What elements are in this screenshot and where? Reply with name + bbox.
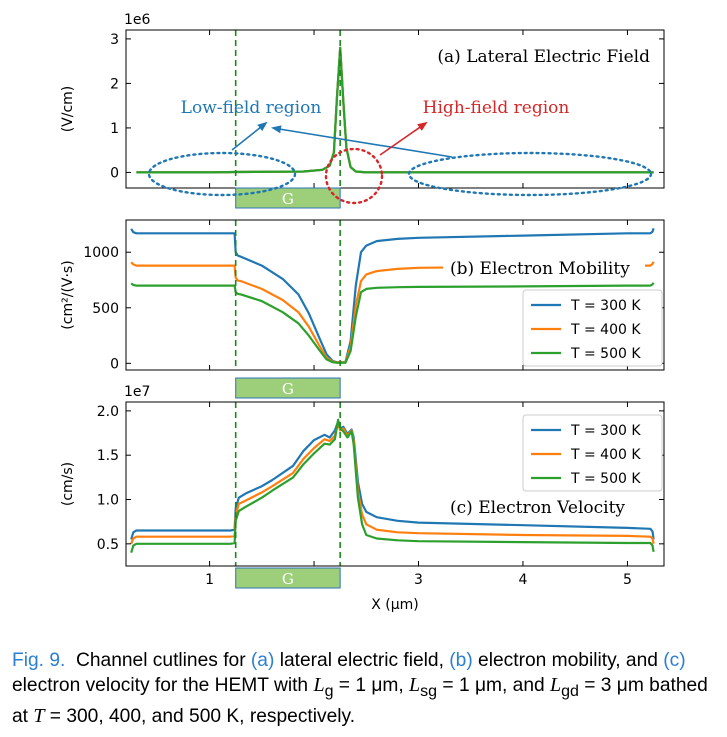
- y-tick-label: 0: [110, 356, 119, 372]
- y-tick-label: 500: [92, 301, 119, 317]
- legend-label: T = 500 K: [570, 471, 641, 487]
- series-group: [130, 418, 655, 554]
- annotation-arrow: [231, 121, 268, 151]
- legend-frame: [522, 289, 663, 367]
- panel-c: 0.51.01.52.012345X (μm)1e7(cm/s)G: [60, 384, 665, 613]
- y-axis-label: (cm²/(V·s): [60, 260, 76, 329]
- low-field-ellipse-left: [147, 151, 297, 197]
- legend-label: T = 400 K: [570, 447, 641, 463]
- caption-lg-var: L: [313, 674, 325, 696]
- x-tick-label: 5: [623, 572, 632, 588]
- caption-ref-c[interactable]: (c): [663, 650, 686, 671]
- figure-caption: Fig. 9. Channel cutlines for (a) lateral…: [12, 650, 708, 727]
- series-line-500k: [130, 418, 655, 554]
- legend-label: T = 500 K: [570, 346, 641, 362]
- y-tick-label: 0.5: [97, 537, 119, 553]
- series-line-500k: [136, 46, 654, 174]
- series-group: [136, 46, 654, 174]
- axes-frame: [125, 29, 665, 189]
- x-tick-label: 1: [205, 572, 214, 588]
- caption-ref-b[interactable]: (b): [449, 650, 473, 671]
- caption-ref-a[interactable]: (a): [250, 650, 275, 671]
- y-axis-label: (cm/s): [60, 462, 76, 506]
- annotation-low-field: Low-field region: [181, 98, 322, 118]
- legend-label: T = 400 K: [570, 322, 641, 338]
- legend: T = 300 K T = 400 K T = 500 K: [522, 289, 663, 367]
- y-tick-label: 1.5: [97, 448, 119, 464]
- chart-title: (c) Electron Velocity: [450, 498, 625, 518]
- gate-label: G: [282, 380, 294, 398]
- figure-canvas: 0 1 2 3 1e6 (V/cm) G 0 500 1000 (cm²/(V·s) G 0.5 1.0 1…: [60, 12, 665, 613]
- y-tick-label: 0: [110, 165, 119, 181]
- x-tick-label: 3: [414, 572, 423, 588]
- axes-frame: [125, 219, 665, 371]
- annotation-arrow: [271, 125, 453, 158]
- low-field-ellipse-right: [407, 151, 653, 197]
- axes-frame: [125, 401, 665, 567]
- gate-bar: [235, 567, 341, 589]
- axis-scale-label: 1e6: [124, 12, 151, 28]
- y-tick-label: 3: [110, 32, 119, 48]
- caption-text: Channel cutlines for: [76, 650, 251, 671]
- y-tick-label: 1: [110, 121, 119, 137]
- y-axis-label: (V/cm): [60, 86, 76, 133]
- axis-scale-label: 1e7: [124, 384, 150, 400]
- annotation-high-field: High-field region: [423, 98, 570, 118]
- y-tick-label: 1.0: [97, 493, 119, 509]
- chart-title: (a) Lateral Electric Field: [437, 47, 650, 67]
- chart-title: (b) Electron Mobility: [450, 259, 630, 279]
- gate-bar: [235, 187, 341, 209]
- caption-lg-sub: g: [324, 682, 334, 700]
- gate-label: G: [282, 570, 294, 588]
- y-tick-label: 1000: [83, 245, 119, 261]
- gate-label: G: [282, 190, 294, 208]
- y-tick-label: 2: [110, 76, 119, 92]
- panel-b: 0 500 1000 (cm²/(V·s) G: [60, 219, 665, 399]
- legend-frame: [522, 414, 663, 492]
- legend-label: T = 300 K: [570, 298, 641, 314]
- legend-label: T = 300 K: [570, 423, 641, 439]
- x-axis-label: X (μm): [371, 597, 419, 613]
- y-tick-label: 2.0: [97, 404, 119, 420]
- gate-bar: [235, 377, 341, 399]
- caption-fig-label: Fig. 9.: [12, 650, 66, 671]
- annotation-arrow: [379, 121, 428, 156]
- legend: T = 300 K T = 400 K T = 500 K: [522, 414, 663, 492]
- title-background: [443, 253, 645, 281]
- high-field-ellipse: [324, 147, 384, 205]
- panel-a: 0 1 2 3 1e6 (V/cm) G: [60, 12, 665, 209]
- x-tick-label: 4: [519, 572, 528, 588]
